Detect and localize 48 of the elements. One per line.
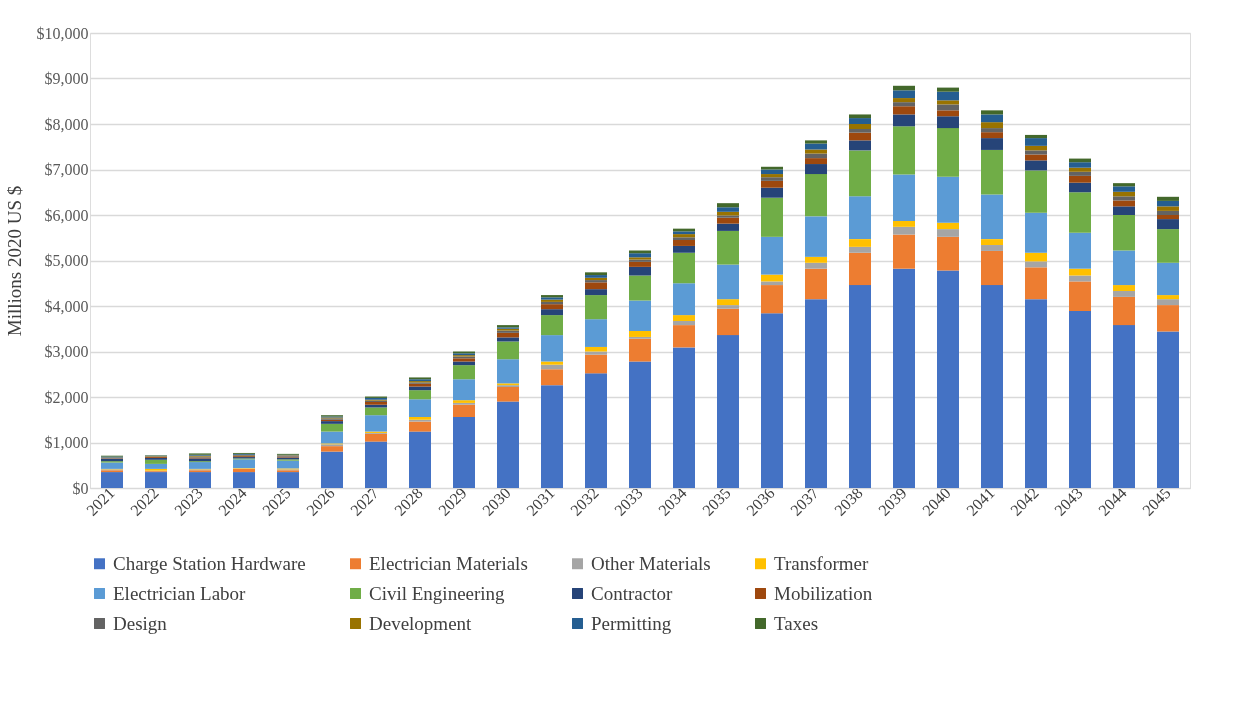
legend-label: Permitting [591,612,672,634]
x-tick-label: 2026 [303,484,338,519]
legend-label: Contractor [591,582,673,604]
legend-label: Civil Engineering [369,582,506,604]
x-tick-label: 2023 [171,484,206,519]
y-axis-title: Millions 2020 US $ [3,185,25,337]
legend-label: Transformer [774,552,869,574]
x-tick-label: 2029 [435,484,470,519]
y-tick-label: $8,000 [44,115,89,133]
x-tick-label: 2033 [611,484,646,519]
x-tick-label: 2034 [655,484,690,519]
y-tick-label: $7,000 [44,161,89,178]
y-tick-label: $1,000 [44,434,89,451]
x-tick-label: 2027 [347,484,382,519]
x-tick-label: 2042 [1007,484,1042,519]
legend-label: Taxes [774,612,819,634]
y-tick-label: $5,000 [44,252,89,269]
x-tick-label: 2024 [215,484,250,519]
y-tick-label: $0 [72,479,89,497]
x-tick-label: 2025 [259,484,294,519]
legend-label: Design [113,612,168,634]
x-tick-label: 2044 [1095,484,1130,519]
x-tick-label: 2028 [391,484,426,519]
y-tick-label: $6,000 [44,206,89,224]
legend-label: Development [369,612,473,634]
x-tick-label: 2040 [919,484,954,519]
x-tick-label: 2031 [523,484,558,519]
y-tick-label: $4,000 [44,297,89,315]
x-tick-label: 2032 [567,484,602,519]
legend-label: Electrician Materials [369,552,528,574]
x-tick-label: 2037 [787,484,822,519]
y-tick-label: $2,000 [44,388,89,406]
legend-label: Electrician Labor [113,582,247,604]
x-tick-label: 2038 [831,484,866,519]
x-tick-label: 2036 [743,484,778,519]
x-tick-label: 2022 [127,484,162,519]
legend-label: Charge Station Hardware [113,552,306,574]
x-tick-label: 2041 [963,484,998,519]
legend-label: Mobilization [774,582,873,604]
x-tick-label: 2030 [479,484,514,519]
y-tick-label: $3,000 [44,343,89,360]
x-tick-label: 2045 [1139,484,1174,519]
x-tick-label: 2035 [699,484,734,519]
x-tick-label: 2039 [875,484,910,519]
y-tick-label: $9,000 [44,70,89,87]
x-tick-label: 2043 [1051,484,1086,519]
legend-label: Other Materials [591,552,711,574]
y-tick-label: $10,000 [36,24,89,42]
